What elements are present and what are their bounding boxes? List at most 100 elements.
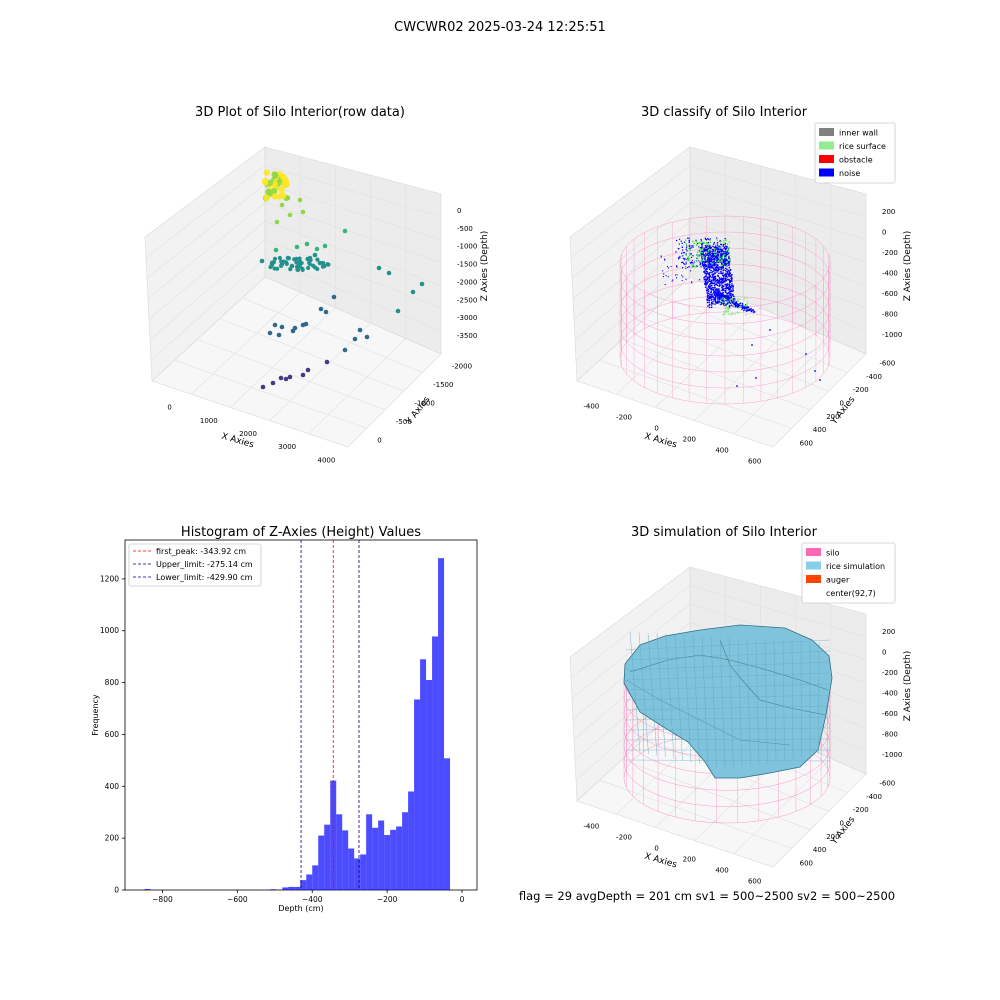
rice-surface-point — [726, 261, 728, 264]
noise-point — [717, 280, 720, 282]
noise-point — [729, 286, 732, 288]
noise-point — [696, 265, 698, 268]
noise-point — [719, 293, 722, 295]
panel4-title: 3D simulation of Silo Interior — [631, 525, 818, 540]
rice-surface-point — [706, 246, 709, 248]
noise-point — [724, 262, 727, 265]
rice-surface-point — [725, 298, 727, 301]
noise-point — [726, 268, 728, 270]
rice-surface-point — [720, 240, 722, 243]
rice-surface-point — [723, 242, 726, 245]
legend-label: rice simulation — [826, 562, 885, 571]
noise-point — [714, 303, 716, 305]
z-tick-label: 0 — [882, 229, 886, 237]
noise-point — [704, 260, 706, 263]
x-tick-label: 200 — [683, 436, 696, 444]
noise-point — [724, 280, 726, 283]
z-tick-label: 200 — [882, 208, 895, 216]
noise-point — [707, 266, 710, 269]
rice-surface-point — [700, 242, 702, 245]
noise-point — [721, 292, 723, 295]
noise-point — [702, 260, 705, 263]
data-point — [308, 257, 313, 263]
noise-point — [714, 275, 717, 278]
rice-surface-point — [721, 257, 724, 259]
noise-point — [711, 259, 713, 262]
noise-point — [690, 253, 692, 255]
data-point — [298, 261, 303, 266]
histogram-bar — [420, 659, 427, 890]
data-point — [270, 380, 276, 386]
x-tick-label: 0 — [167, 404, 171, 412]
data-point — [419, 281, 425, 287]
rice-surface-point — [725, 306, 727, 308]
noise-point — [709, 266, 712, 269]
noise-point — [668, 267, 670, 269]
noise-point — [728, 266, 731, 269]
noise-point — [726, 283, 729, 286]
surface-gridline — [800, 641, 802, 758]
noise-point — [720, 263, 723, 265]
noise-point — [710, 291, 712, 294]
noise-point — [678, 238, 681, 240]
rice-surface-point — [691, 263, 693, 266]
noise-point — [707, 248, 709, 250]
rice-surface-point — [710, 251, 713, 254]
data-point — [288, 267, 293, 272]
rice-surface-point — [728, 302, 731, 305]
noise-point — [704, 255, 707, 258]
rice-surface-point — [700, 258, 703, 261]
noise-point — [730, 278, 733, 280]
noise-point — [689, 270, 692, 272]
noise-point — [707, 258, 709, 260]
x-tick-label: 0 — [654, 845, 658, 853]
noise-point — [723, 287, 725, 290]
noise-point — [714, 272, 716, 274]
data-point — [278, 186, 285, 194]
z-tick-label: -1000 — [882, 751, 902, 759]
data-point — [272, 172, 279, 179]
noise-point — [728, 296, 730, 299]
noise-point — [700, 240, 703, 242]
noise-point — [731, 300, 734, 303]
noise-point — [724, 295, 727, 298]
noise-point — [724, 252, 727, 254]
surface-gridline — [625, 639, 831, 651]
noise-point — [725, 272, 727, 275]
noise-point — [681, 242, 683, 244]
noise-point — [714, 297, 716, 299]
noise-point — [685, 278, 687, 280]
panel4-legend: silo rice simulation auger center(92,7) — [801, 542, 896, 604]
noise-point — [712, 302, 714, 305]
x-tick-label: −800 — [152, 895, 173, 904]
data-point — [267, 330, 273, 336]
noise-point — [663, 273, 665, 275]
noise-point — [722, 294, 724, 296]
noise-point — [708, 306, 711, 309]
noise-point — [735, 301, 738, 303]
x-tick-label: 0 — [654, 425, 658, 433]
noise-point — [702, 253, 704, 255]
rice-surface-point — [693, 266, 695, 268]
noise-point — [727, 273, 730, 276]
noise-point — [688, 244, 691, 246]
rice-surface-point — [695, 259, 698, 262]
rice-surface-point — [728, 247, 731, 249]
rice-surface-point — [700, 251, 702, 254]
noise-point — [692, 255, 694, 257]
noise-point — [814, 370, 816, 372]
noise-point — [682, 276, 684, 278]
noise-point — [746, 310, 748, 312]
noise-point — [708, 299, 710, 302]
noise-point — [718, 250, 721, 252]
histogram-bar — [336, 814, 343, 890]
noise-point — [751, 309, 754, 311]
data-point — [260, 384, 266, 390]
noise-point — [706, 292, 708, 294]
rice-simulation-surface — [623, 624, 833, 779]
noise-point — [704, 246, 707, 249]
noise-point — [698, 250, 700, 252]
noise-point — [702, 266, 705, 268]
rice-surface-point — [730, 302, 733, 305]
histogram-bar — [360, 854, 367, 890]
